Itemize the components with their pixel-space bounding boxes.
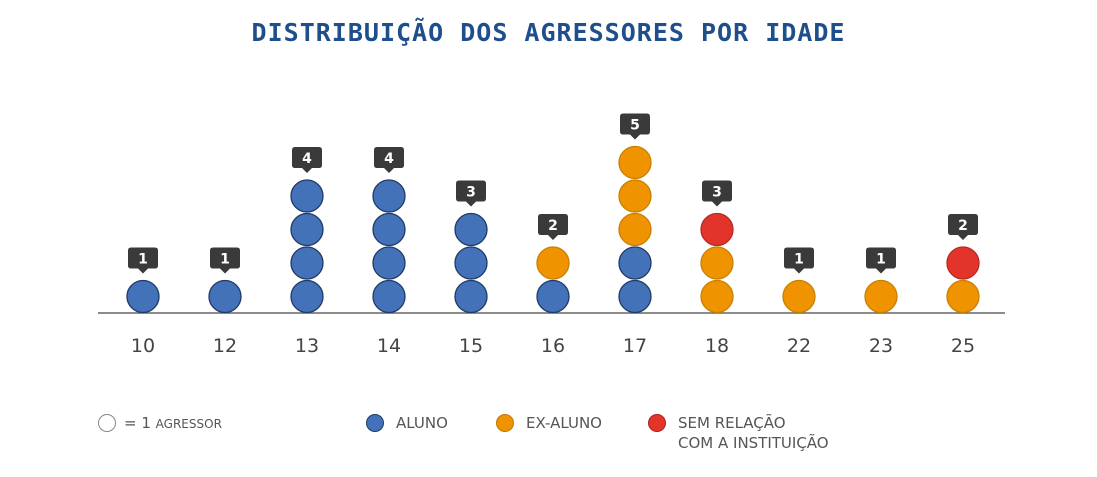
count-label: 3 <box>466 185 476 201</box>
dot-17-0 <box>618 279 652 314</box>
dot-17-2 <box>618 212 652 247</box>
blue-dot-icon <box>366 414 384 432</box>
legend-aluno-label: ALUNO <box>396 414 448 432</box>
dot-13-0 <box>290 279 324 314</box>
x-tick-label: 10 <box>131 335 155 357</box>
x-tick-label: 12 <box>213 335 237 357</box>
dot-17-1 <box>618 246 652 280</box>
count-tooltip <box>620 113 650 140</box>
count-label: 2 <box>958 218 968 234</box>
empty-circle-icon <box>98 414 116 432</box>
dot-13-1 <box>290 246 324 280</box>
dot-14-0 <box>372 279 406 314</box>
legend-aluno: ALUNO <box>366 414 448 432</box>
count-tooltip <box>784 247 814 274</box>
dot-17-3 <box>618 179 652 213</box>
dot-12-0 <box>208 279 242 314</box>
dot-15-0 <box>454 279 488 314</box>
dot-13-3 <box>290 179 324 213</box>
count-label: 2 <box>548 218 558 234</box>
dot-14-3 <box>372 179 406 213</box>
chart-title: DISTRIBUIÇÃO DOS AGRESSORES POR IDADE <box>251 18 846 47</box>
count-tooltip <box>948 214 978 240</box>
x-tick-label: 13 <box>295 335 319 357</box>
x-tick-label: 17 <box>623 335 647 357</box>
legend-sem-relacao-line2: COM A INSTITUIÇÃO <box>678 434 829 452</box>
dot-16-1 <box>536 246 570 280</box>
legend-sem-relacao: SEM RELAÇÃO COM A INSTITUIÇÃO <box>648 414 829 453</box>
count-tooltip <box>866 247 896 274</box>
legend-ex-aluno-label: EX-ALUNO <box>526 414 602 432</box>
dot-18-0 <box>700 279 734 314</box>
count-label: 1 <box>876 252 886 268</box>
count-label: 5 <box>630 118 640 134</box>
dot-15-2 <box>454 212 488 247</box>
legend-ex-aluno: EX-ALUNO <box>496 414 602 432</box>
count-tooltip <box>538 214 568 240</box>
count-tooltip <box>292 147 322 173</box>
dot-16-0 <box>536 279 570 314</box>
count-tooltip <box>128 247 158 274</box>
dot-25-1 <box>946 246 980 280</box>
dot-23-0 <box>864 279 898 314</box>
count-label: 1 <box>138 252 148 268</box>
dot-13-2 <box>290 212 324 247</box>
x-tick-label: 14 <box>377 335 401 357</box>
count-label: 1 <box>794 252 804 268</box>
dot-10-0 <box>126 279 160 314</box>
legend-unit: = 1 AGRESSOR <box>98 414 222 432</box>
x-tick-label: 23 <box>869 335 893 357</box>
dot-25-0 <box>946 279 980 314</box>
x-tick-label: 25 <box>951 335 975 357</box>
orange-dot-icon <box>496 414 514 432</box>
x-tick-label: 18 <box>705 335 729 357</box>
dot-18-2 <box>700 212 734 247</box>
count-tooltip <box>210 247 240 274</box>
dot-17-4 <box>618 145 652 180</box>
dot-14-1 <box>372 246 406 280</box>
dot-15-1 <box>454 246 488 280</box>
count-label: 1 <box>220 252 230 268</box>
dot-14-2 <box>372 212 406 247</box>
count-label: 4 <box>384 151 394 167</box>
x-tick-label: 22 <box>787 335 811 357</box>
x-tick-label: 15 <box>459 335 483 357</box>
dot-plot: 10 1 12 1 13 4 14 4 15 3 16 2 17 5 18 3 22 1 23 1 25 2 <box>98 113 1005 357</box>
legend-unit-prefix: = 1 <box>124 414 151 432</box>
count-label: 4 <box>302 151 312 167</box>
x-tick-label: 16 <box>541 335 565 357</box>
count-tooltip <box>374 147 404 173</box>
red-dot-icon <box>648 414 666 432</box>
count-tooltip <box>456 180 486 207</box>
count-label: 3 <box>712 185 722 201</box>
dot-18-1 <box>700 246 734 280</box>
dot-22-0 <box>782 279 816 314</box>
legend-unit-label: AGRESSOR <box>155 417 222 431</box>
count-tooltip <box>702 180 732 207</box>
legend-sem-relacao-line1: SEM RELAÇÃO <box>678 414 786 432</box>
